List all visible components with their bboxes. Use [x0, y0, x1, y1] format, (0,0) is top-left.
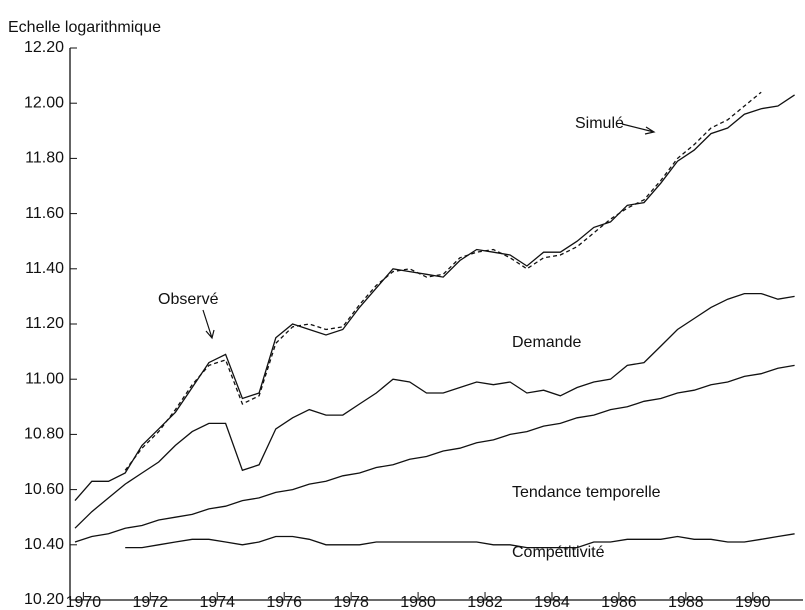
x-tick-label: 1970 [66, 594, 102, 610]
y-tick-label: 11.20 [25, 315, 64, 332]
y-tick-label: 12.20 [24, 39, 64, 56]
series-line [124, 91, 762, 471]
y-tick-label: 10.40 [24, 536, 64, 553]
y-tick-label: 10.80 [24, 426, 64, 443]
series-label: Demande [512, 334, 581, 351]
x-tick-label: 1972 [133, 594, 169, 610]
x-tick-label: 1980 [400, 594, 436, 610]
series-line [125, 533, 795, 549]
y-tick-label: 10.20 [24, 591, 64, 608]
series-line [74, 364, 795, 543]
x-tick-label: 1978 [333, 594, 369, 610]
series-label: Simulé [575, 115, 624, 132]
y-tick-label: 10.60 [24, 481, 64, 498]
y-tick-label: 11.80 [25, 150, 64, 167]
y-tick-label: 12.00 [24, 94, 64, 111]
x-tick-label: 1988 [668, 594, 704, 610]
series-label: Tendance temporelle [512, 484, 661, 501]
series-label: Compétitivité [512, 544, 605, 561]
annotation-arrow [202, 309, 215, 340]
series-line [74, 292, 795, 529]
x-tick-label: 1976 [266, 594, 302, 610]
x-tick-label: 1990 [735, 594, 771, 610]
y-tick-label: 11.60 [25, 205, 64, 222]
y-axis-label: Echelle logarithmique [8, 19, 161, 36]
y-tick-label: 11.40 [25, 260, 64, 277]
x-tick-label: 1986 [601, 594, 637, 610]
series-line [74, 94, 795, 502]
x-tick-label: 1974 [199, 594, 235, 610]
series-label: Observé [158, 291, 219, 308]
x-tick-label: 1984 [534, 594, 570, 610]
x-tick-label: 1982 [467, 594, 503, 610]
y-tick-label: 11.00 [25, 370, 64, 387]
annotation-arrow [621, 123, 656, 135]
